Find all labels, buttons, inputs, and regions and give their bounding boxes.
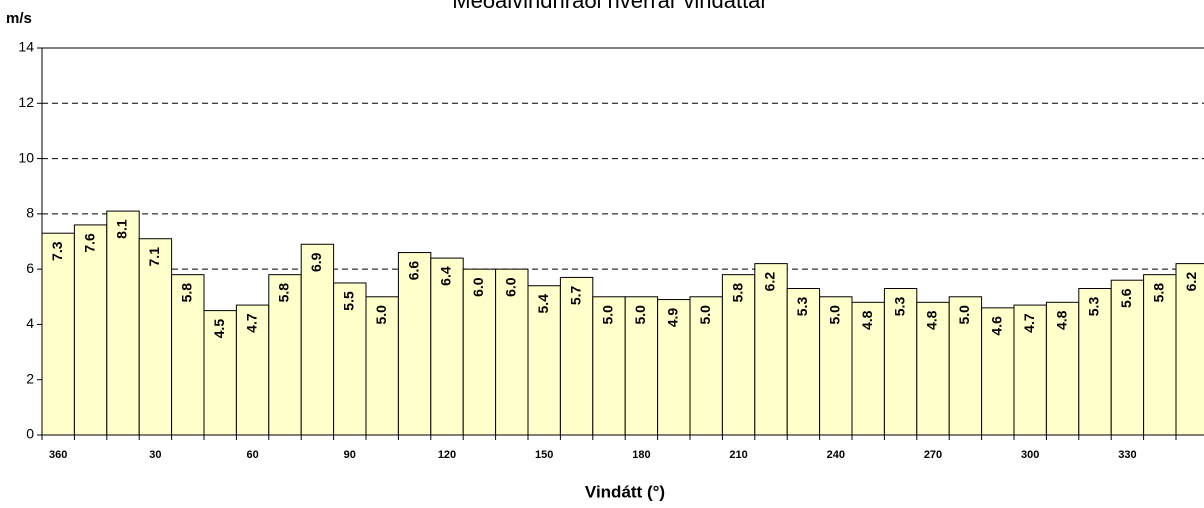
bar — [365, 296, 399, 436]
bar — [1013, 304, 1047, 436]
bar — [1143, 274, 1177, 436]
value-label: 5.8 — [179, 283, 195, 303]
bar — [268, 274, 302, 436]
value-label: 5.3 — [794, 297, 810, 317]
value-label: 7.1 — [146, 247, 162, 267]
bar — [41, 232, 75, 436]
value-label: 5.8 — [1151, 283, 1167, 303]
bar — [203, 310, 237, 436]
bar — [73, 224, 108, 436]
bar — [559, 276, 594, 436]
bar — [495, 268, 529, 436]
bar — [430, 257, 464, 436]
value-label: 4.6 — [989, 316, 1005, 336]
value-label: 6.6 — [405, 261, 421, 281]
value-label: 6.2 — [762, 272, 778, 292]
value-label: 4.7 — [1021, 313, 1037, 333]
bar — [1045, 301, 1080, 436]
bar — [333, 282, 367, 436]
x-tick-label: 180 — [632, 449, 650, 461]
y-tick-label: 0 — [26, 426, 34, 442]
bar — [624, 296, 659, 436]
value-label: 5.3 — [1086, 297, 1102, 317]
value-label: 5.7 — [567, 285, 583, 305]
x-tick-label: 240 — [827, 449, 845, 461]
value-label: 4.8 — [859, 310, 875, 330]
value-label: 5.0 — [697, 305, 713, 325]
y-axis-label: m/s — [6, 10, 32, 27]
value-label: 6.9 — [308, 252, 324, 272]
y-tick-label: 6 — [26, 260, 34, 276]
value-label: 5.5 — [341, 291, 357, 311]
value-label: 5.0 — [632, 305, 648, 325]
x-tick-label: 150 — [535, 449, 553, 461]
value-label: 5.0 — [956, 305, 972, 325]
value-label: 4.5 — [211, 319, 227, 339]
value-label: 5.3 — [891, 297, 907, 317]
y-tick-label: 8 — [26, 205, 34, 221]
x-tick-label: 330 — [1118, 449, 1136, 461]
x-tick-label: 120 — [438, 449, 456, 461]
value-label: 8.1 — [114, 219, 130, 239]
bar — [138, 238, 173, 436]
x-axis-label: Vindátt (°) — [585, 482, 665, 501]
value-label: 6.2 — [1183, 272, 1199, 292]
bar — [106, 210, 140, 436]
bar — [851, 301, 885, 436]
bar — [786, 287, 821, 436]
x-tick-label: 90 — [344, 449, 356, 461]
value-label: 5.0 — [600, 305, 616, 325]
y-tick-label: 14 — [18, 39, 34, 55]
value-label: 7.6 — [81, 233, 97, 253]
bar — [235, 304, 270, 436]
y-tick-label: 12 — [18, 94, 34, 110]
bar — [300, 243, 335, 436]
bar — [1078, 287, 1112, 436]
x-tick-label: 210 — [729, 449, 747, 461]
bar — [948, 296, 983, 436]
bar — [527, 285, 561, 436]
x-tick-label: 60 — [246, 449, 258, 461]
y-tick-label: 4 — [26, 315, 34, 331]
value-label: 4.7 — [243, 313, 259, 333]
x-tick-label: 360 — [49, 449, 67, 461]
bar — [721, 274, 756, 436]
bar — [462, 268, 497, 436]
chart-title: Meðalvindhraði hverrar vindáttar — [452, 0, 768, 13]
value-label: 4.8 — [924, 310, 940, 330]
bar — [1175, 263, 1204, 436]
value-label: 5.8 — [276, 283, 292, 303]
value-label: 4.9 — [665, 308, 681, 328]
y-tick-label: 2 — [26, 370, 34, 386]
value-label: 7.3 — [49, 241, 65, 261]
bar — [397, 252, 432, 436]
value-label: 5.8 — [729, 283, 745, 303]
value-label: 4.8 — [1053, 310, 1069, 330]
value-label: 6.0 — [503, 277, 519, 297]
value-label: 6.4 — [438, 266, 454, 286]
value-label: 5.6 — [1118, 288, 1134, 308]
value-label: 5.0 — [373, 305, 389, 325]
x-tick-label: 270 — [924, 449, 942, 461]
value-label: 5.0 — [827, 305, 843, 325]
bar — [171, 274, 205, 436]
value-label: 5.4 — [535, 294, 551, 314]
x-tick-label: 300 — [1021, 449, 1039, 461]
x-tick-label: 30 — [149, 449, 161, 461]
value-label: 6.0 — [470, 277, 486, 297]
bar — [981, 307, 1015, 436]
y-tick-label: 10 — [18, 149, 34, 165]
